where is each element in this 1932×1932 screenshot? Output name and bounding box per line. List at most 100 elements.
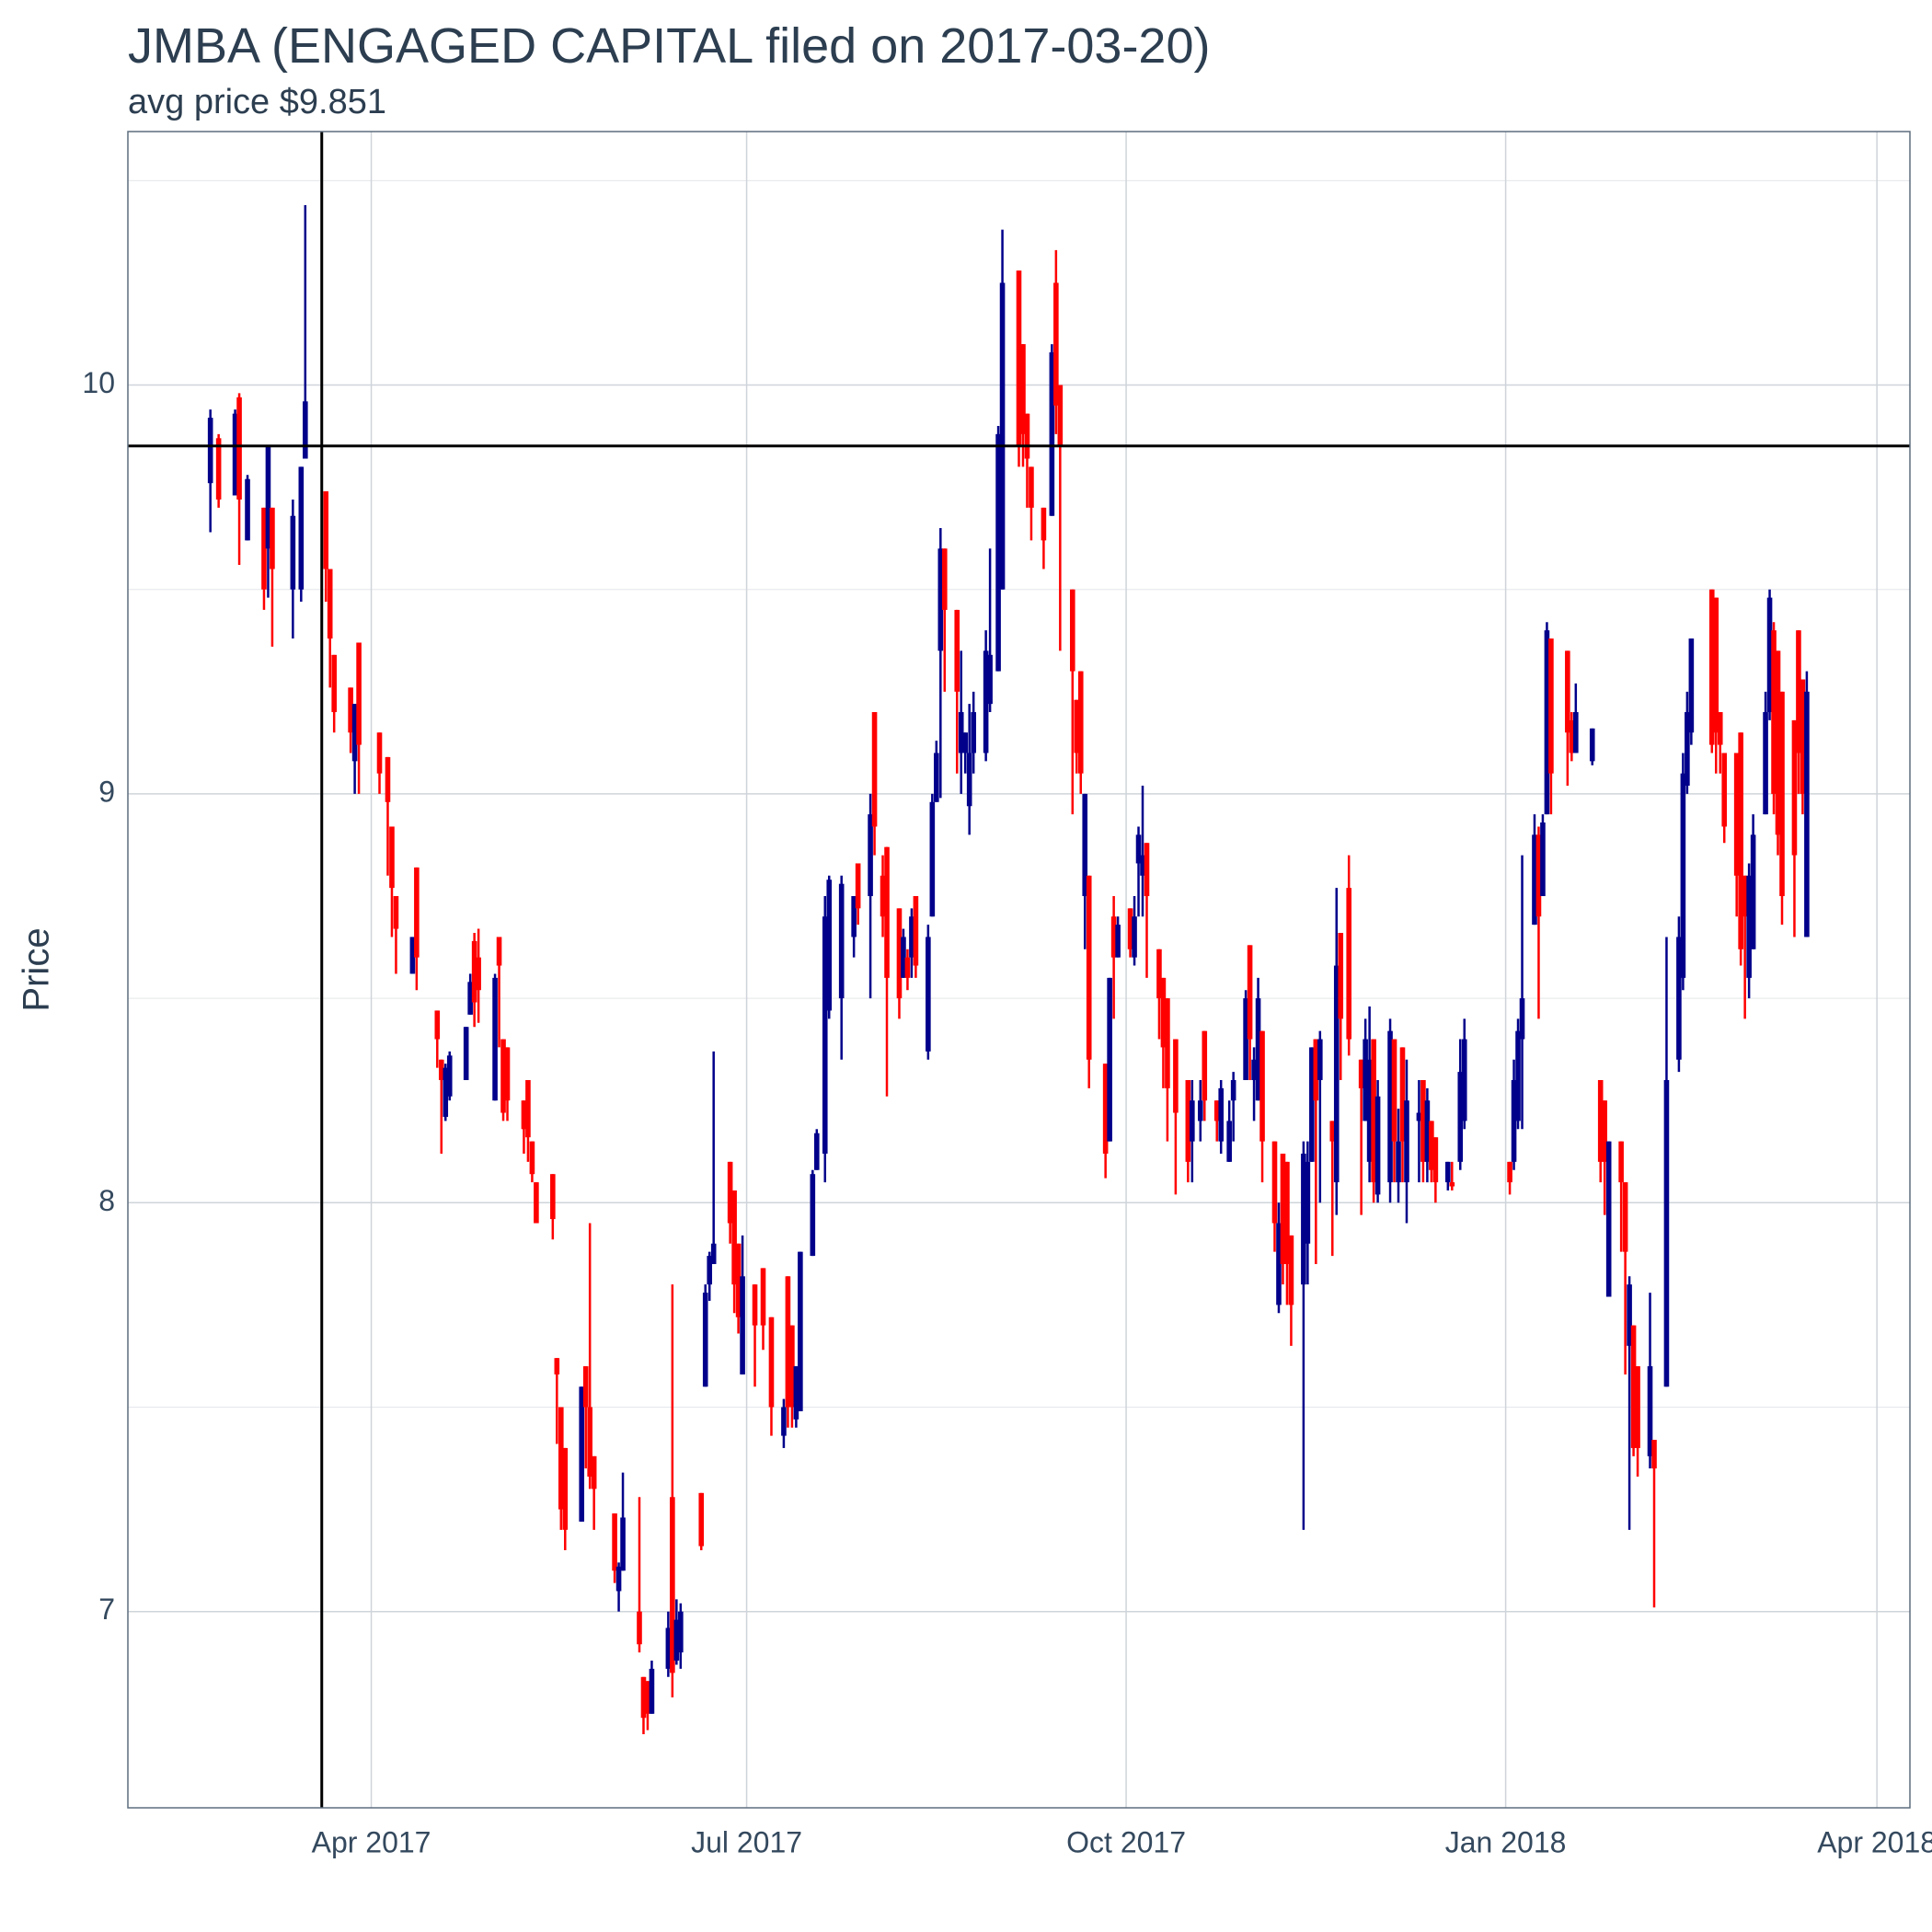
candle-body [1020,344,1026,434]
candle-body [1651,1440,1657,1469]
candle-body [1271,1141,1278,1224]
candle-body [673,1619,680,1662]
x-tick-label: Jul 2017 [691,1825,802,1858]
candle-body [1779,691,1785,897]
candle-body [983,650,989,753]
candle-body [1115,925,1121,958]
candle-body [1338,933,1344,1019]
candle-body [1259,1030,1265,1142]
candle-body [1565,650,1570,733]
candle-body [987,654,993,705]
candle-body [298,466,305,590]
candle-body [789,1325,795,1408]
candle-body [409,937,416,974]
candle-body [1053,282,1059,406]
candle-body [1197,1100,1203,1121]
candle-body [496,937,502,966]
candle-body [1305,1161,1311,1244]
candle-body [1605,1141,1612,1297]
candle-body [810,1174,816,1257]
candle-body [393,896,399,929]
candle-body [1708,589,1715,745]
candle-body [1404,1100,1409,1183]
candle-body [1738,732,1743,949]
candle-body [1313,1039,1319,1101]
panel-border [127,131,1911,1809]
candle-body [781,1407,787,1436]
candle-body [1251,1059,1257,1080]
y-axis-label: Price [17,927,57,1011]
candle-body [934,753,939,802]
candle-body [1160,977,1167,1048]
candle-body [270,507,275,569]
candle-body [582,1366,589,1408]
candle-body [1746,875,1752,978]
candle-body [822,916,828,1154]
candle-body [615,1566,622,1592]
candle-body [1535,834,1542,917]
candle-body [1202,1030,1208,1101]
candle-body [752,1284,758,1326]
candle-body [434,1010,441,1040]
candle-body [637,1611,642,1645]
candle-body [1029,466,1034,508]
candle-body [1515,1030,1521,1121]
candle-body [1024,413,1030,459]
candle-body [1713,597,1719,733]
candle-body [467,982,473,1015]
candle-body [678,1611,684,1653]
candle-body [1069,589,1075,672]
candle-body [376,732,383,774]
candle-body [1107,977,1112,1142]
candle-body [999,282,1006,590]
candle-body [1280,1153,1286,1264]
candle-body [579,1386,585,1522]
candles [207,204,1810,1735]
candle-body [591,1455,597,1489]
candle-body [348,687,353,733]
candle-body [1573,712,1579,753]
candle-body [1049,351,1055,516]
candle-body [500,1039,506,1113]
candle-body [1016,270,1022,447]
candle-body [645,1681,650,1714]
candle-body [351,704,358,762]
candle-body [1733,753,1740,876]
candle-body [1804,691,1810,937]
candle-body [207,418,213,484]
candle-body [1135,834,1142,864]
candle-body [1317,1039,1323,1080]
candle-body [1742,875,1748,917]
candle-body [414,867,420,958]
candle-body [1255,998,1261,1101]
candle-body [698,1492,705,1547]
candle-body [1457,1072,1464,1162]
candle-body [640,1676,647,1719]
candle-body [1301,1153,1306,1285]
candle-body [707,1256,713,1285]
candle-body [261,507,267,590]
x-tick-label: Oct 2017 [1066,1825,1186,1858]
reference-lines [128,132,1910,1808]
candle-body [529,1141,535,1175]
x-tick-label: Jan 2018 [1445,1825,1567,1858]
candle-body [941,548,948,610]
candle-body [1391,1039,1397,1142]
y-tick-label: 9 [98,775,115,808]
candle-body [1717,712,1723,745]
grid [128,132,1910,1808]
candle-body [731,1190,737,1285]
candle-body [290,515,296,590]
candle-body [966,753,972,807]
chart-title: JMBA (ENGAGED CAPITAL filed on 2017-03-2… [128,18,1210,74]
candle-body [1363,1039,1368,1121]
candle-body [443,1067,449,1117]
candle-body [838,883,845,999]
candle-body [1544,630,1550,815]
candle-body [438,1059,444,1080]
candle-body [1635,1366,1640,1448]
candle-body [1077,671,1084,774]
candle-body [1346,888,1352,1040]
candle-body [1082,793,1088,897]
